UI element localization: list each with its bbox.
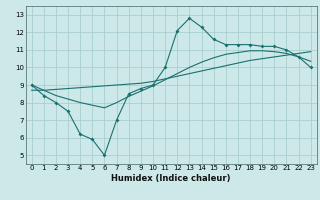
X-axis label: Humidex (Indice chaleur): Humidex (Indice chaleur) xyxy=(111,174,231,183)
